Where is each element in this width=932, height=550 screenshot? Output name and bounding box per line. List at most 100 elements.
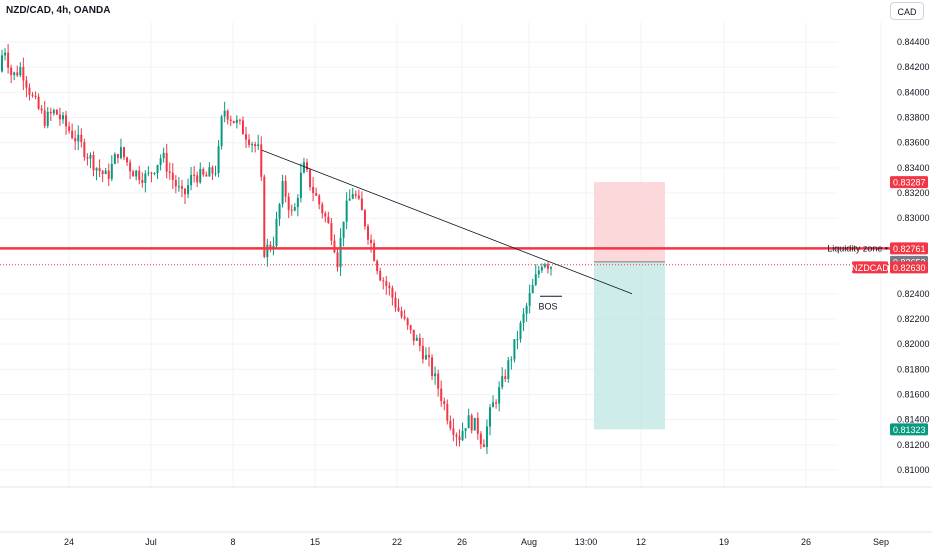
candle-body	[354, 194, 357, 196]
candle-body	[312, 186, 315, 194]
candle-body	[513, 339, 516, 360]
candle-body	[89, 155, 92, 159]
candle-body	[534, 274, 537, 285]
candle-body	[13, 72, 16, 76]
candle-body	[519, 322, 522, 340]
candle-body	[126, 157, 129, 163]
candle-body	[403, 316, 406, 319]
candle-body	[226, 110, 229, 120]
candle-body	[455, 434, 458, 437]
time-tick-label: 26	[801, 537, 811, 547]
price-axis[interactable]: 0.84400 0.84200 0.84000 0.83800 0.83600 0.834…	[897, 37, 930, 475]
candle-body	[257, 144, 260, 147]
candle-body	[129, 162, 132, 172]
candle-body	[373, 243, 376, 261]
time-axis[interactable]: 24 Jul 8 15 22 26 Aug 13:00 12 19 26 Sep	[64, 537, 889, 547]
candle-body	[254, 144, 257, 147]
stop-price-tag-bg	[890, 176, 928, 189]
candle-body	[461, 431, 464, 441]
price-tags: 0.832870.827610.826530.82630NZDCAD0.8132…	[851, 176, 928, 436]
candle-body	[336, 252, 339, 268]
position-zones[interactable]	[594, 182, 665, 430]
candle-body	[235, 119, 238, 123]
candle-body	[495, 402, 498, 404]
candle-body	[58, 114, 61, 120]
price-tick-label: 0.84400	[897, 37, 930, 47]
candle-body	[241, 120, 244, 135]
time-tick-label: 15	[310, 537, 320, 547]
grid	[0, 22, 932, 533]
candle-body	[232, 120, 235, 123]
candle-body	[98, 168, 101, 172]
candle-body	[531, 284, 534, 294]
candle-body	[40, 108, 43, 111]
candle-body	[55, 109, 58, 115]
candle-body	[479, 433, 482, 445]
candle-body	[537, 270, 540, 275]
candle-body	[464, 428, 467, 432]
candle-body	[7, 52, 10, 68]
candle-body	[123, 147, 125, 158]
candle-body	[452, 428, 455, 435]
overlays[interactable]: Liquidity zone • BOS	[0, 149, 890, 311]
bos-label[interactable]: BOS	[538, 301, 557, 311]
candle-body	[367, 226, 369, 240]
candle-body	[86, 157, 89, 159]
candle-body	[315, 193, 318, 196]
candle-body	[248, 139, 251, 145]
candle-body	[260, 144, 263, 177]
candle-body	[299, 172, 302, 199]
candle-body	[116, 154, 119, 158]
liquidity-zone-label[interactable]: Liquidity zone •	[827, 243, 888, 253]
candle-body	[382, 280, 385, 282]
candle-body	[168, 171, 171, 173]
candle-body	[379, 271, 382, 281]
candle-body	[138, 170, 141, 180]
candle-body	[498, 387, 501, 404]
candle-body	[318, 195, 321, 205]
candle-body	[434, 373, 437, 377]
price-tick-label: 0.84000	[897, 87, 930, 97]
current-price-tag-bg	[890, 261, 928, 274]
candle-body	[540, 266, 543, 271]
candle-body	[485, 426, 488, 448]
candle-body	[62, 115, 64, 120]
candle-body	[205, 174, 208, 177]
candle-body	[135, 170, 138, 177]
price-tick-label: 0.83200	[897, 188, 930, 198]
candle-body	[223, 110, 226, 117]
candle-body	[415, 337, 418, 341]
price-tick-label: 0.81800	[897, 364, 930, 374]
stop-loss-zone	[594, 182, 665, 262]
candle-body	[83, 141, 86, 158]
candle-body	[476, 417, 479, 434]
price-tick-label: 0.83800	[897, 113, 930, 123]
candle-body	[388, 285, 391, 289]
candle-body	[275, 218, 278, 246]
candle-body	[180, 186, 183, 189]
candle-body	[19, 67, 22, 76]
candle-body	[220, 116, 223, 147]
candle-body	[324, 213, 327, 217]
currency-button[interactable]: CAD	[890, 2, 924, 20]
candle-body	[49, 111, 52, 114]
candle-body	[196, 175, 199, 183]
candle-body	[144, 173, 147, 184]
price-tick-label: 0.83000	[897, 213, 930, 223]
candle-body	[443, 401, 446, 404]
candle-body	[339, 237, 342, 268]
candle-body	[400, 310, 403, 317]
candle-body	[431, 357, 434, 377]
candle-body	[177, 186, 180, 188]
candle-body	[351, 194, 354, 199]
candle-body	[348, 198, 351, 201]
candle-body	[266, 244, 269, 257]
candle-body	[330, 222, 333, 241]
candle-body	[211, 167, 214, 174]
time-tick-label: 24	[64, 537, 74, 547]
candle-body	[525, 305, 528, 314]
candle-body	[309, 169, 312, 187]
time-tick-label: 13:00	[575, 537, 598, 547]
candle-body	[528, 293, 531, 306]
